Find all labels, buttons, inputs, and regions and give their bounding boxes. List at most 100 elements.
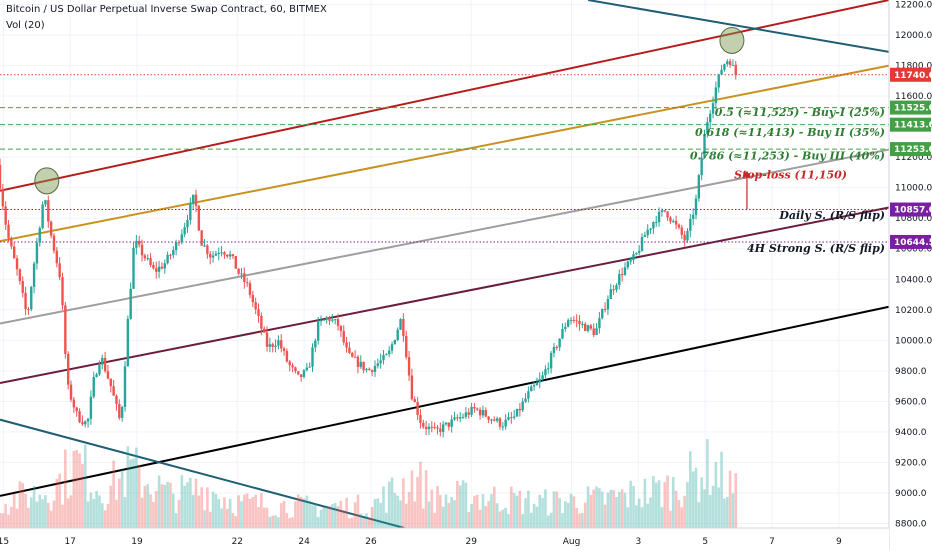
volume-bar: [243, 494, 246, 528]
annotations[interactable]: 0.5 (≈11,525) - Buy-I (25%) 0.618 (≈11,41…: [690, 106, 885, 255]
price-tick-label: 9600.0: [895, 397, 927, 407]
volume-bar: [339, 500, 343, 528]
candle-body: [15, 258, 19, 270]
volume-bar: [706, 439, 709, 528]
trend-line[interactable]: [0, 148, 890, 325]
candle-body: [129, 288, 132, 319]
volume-bar: [81, 463, 84, 528]
trend-line[interactable]: [0, 206, 890, 385]
candle-body: [200, 230, 203, 246]
price-tick-label: 11600.0: [895, 92, 932, 102]
candle-body: [527, 391, 530, 399]
annotation-text[interactable]: 4H Strong S. (R/S flip): [747, 242, 885, 255]
annotation-text[interactable]: 0.786 (≈11,253) - Buy III (40%): [690, 149, 885, 162]
trend-line[interactable]: [588, 0, 890, 53]
annotation-text[interactable]: 0.5 (≈11,525) - Buy-I (25%): [715, 106, 885, 119]
volume-bar: [254, 494, 257, 528]
volume-indicator-label[interactable]: Vol (20): [6, 20, 45, 31]
candle-body: [353, 356, 357, 358]
candle-body: [260, 315, 263, 329]
level-lines[interactable]: [0, 74, 889, 243]
candle-body: [251, 294, 255, 303]
annotation-text[interactable]: 0.618 (≈11,413) - Buy II (35%): [695, 126, 885, 139]
highlight-circle[interactable]: [719, 26, 745, 54]
volume-bar: [396, 495, 400, 528]
time-tick-label: 17: [64, 537, 75, 547]
stop-loss-arrow[interactable]: [742, 170, 751, 210]
volume-bar: [106, 503, 110, 528]
volume-bar: [467, 512, 471, 528]
candle-body: [92, 377, 95, 397]
price-badges: 11740.0 11525.0 11413.0 11253.0 10857.0 10644…: [890, 67, 932, 249]
time-axis[interactable]: 15 17 19 22 24 26 29 Aug 3 5 7 9: [0, 527, 889, 550]
candle-body: [4, 206, 7, 225]
time-tick-label: 3: [635, 537, 641, 547]
annotation-text[interactable]: Stop-loss (11,150): [734, 169, 847, 182]
volume-bar: [169, 482, 172, 528]
candle-body: [348, 347, 351, 353]
trend-line[interactable]: [0, 305, 890, 497]
price-tick-label: 10000.0: [895, 336, 932, 346]
candle-body: [7, 224, 10, 239]
candle-body: [206, 245, 209, 255]
candle-body: [101, 357, 104, 365]
volume-bar: [521, 514, 525, 528]
candle-body: [149, 258, 152, 265]
price-tick-label: 10400.0: [895, 275, 932, 285]
volume-bar: [46, 502, 50, 528]
price-badge-label: 11740.0: [894, 71, 932, 81]
volume-bar: [174, 513, 178, 528]
volume-bar: [152, 501, 155, 528]
volume-bar: [529, 512, 533, 528]
candle-body: [558, 338, 561, 348]
volume-bar: [69, 495, 73, 528]
highlight-circles[interactable]: [34, 26, 745, 195]
candle-body: [711, 103, 715, 114]
price-axis-bg: [889, 0, 932, 550]
time-axis-bg: [0, 528, 889, 550]
candle-body: [419, 415, 422, 423]
volume-bar: [345, 497, 348, 528]
volume-bar: [615, 497, 618, 528]
candle-body: [194, 194, 198, 206]
volume-bar: [89, 492, 93, 528]
candle-body: [27, 309, 30, 311]
candle-body: [166, 254, 169, 264]
volume-bar: [410, 470, 414, 528]
candle-body: [382, 354, 385, 361]
candle-body: [84, 421, 87, 425]
highlight-circle[interactable]: [34, 167, 60, 195]
volume-bar: [586, 486, 590, 528]
volume-bar: [92, 498, 96, 528]
candle-body: [18, 269, 22, 282]
candle-body: [561, 328, 564, 339]
candle-body: [226, 254, 229, 257]
annotation-text[interactable]: Daily S. (R/S flip): [778, 209, 885, 222]
price-badge: [890, 67, 931, 82]
volume-bar: [183, 485, 186, 528]
volume-bar: [700, 477, 703, 528]
candle-body: [424, 426, 428, 430]
volume-bar: [0, 513, 2, 528]
candle-body: [626, 261, 630, 268]
candle-body: [564, 326, 567, 329]
candle-body: [385, 354, 388, 356]
volume-bar: [643, 478, 647, 528]
candle-body: [254, 302, 257, 310]
trend-lines[interactable]: [0, 0, 890, 529]
candle-body: [98, 364, 101, 375]
volume-bar: [35, 501, 39, 528]
volume-bar: [728, 470, 732, 528]
trend-line[interactable]: [0, 418, 405, 529]
trend-line[interactable]: [0, 64, 890, 243]
candle-body: [643, 235, 647, 237]
time-tick-label: 9: [836, 537, 842, 547]
candle-body: [217, 252, 220, 254]
volume-bar: [666, 475, 669, 528]
candle-body: [637, 250, 641, 253]
price-axis[interactable]: 12200.012000.011800.011600.011400.011200…: [888, 0, 932, 550]
candle-body: [589, 325, 593, 329]
volume-bar: [708, 494, 712, 528]
candle-body: [302, 370, 306, 377]
